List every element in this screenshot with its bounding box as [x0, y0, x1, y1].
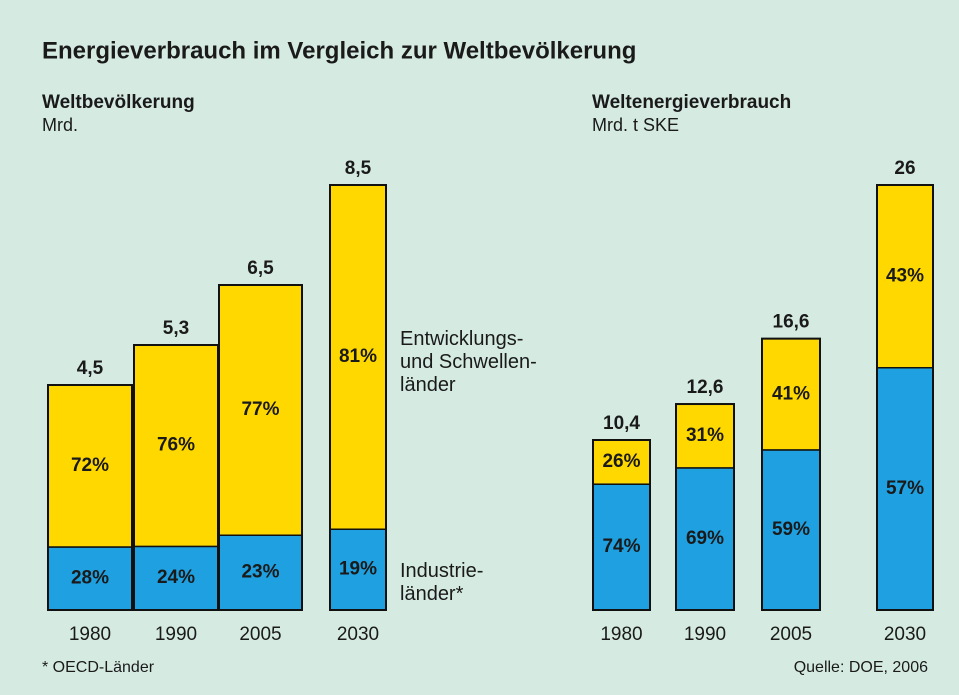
x-tick-label: 1990: [684, 624, 726, 645]
footnote: * OECD-Länder: [42, 659, 155, 676]
segment-label: 26%: [602, 451, 640, 472]
segment-label: 43%: [886, 265, 924, 286]
segment-label: 28%: [71, 568, 109, 589]
segment-label: 81%: [339, 346, 377, 367]
total-label: 5,3: [163, 318, 189, 339]
segment-label: 77%: [241, 399, 279, 420]
x-tick-label: 1980: [600, 624, 642, 645]
bar-segment: [47, 546, 133, 611]
bar-outline: [675, 403, 735, 611]
x-tick-label: 1990: [155, 624, 197, 645]
segment-label: 57%: [886, 478, 924, 499]
bar-segment: [761, 337, 821, 451]
segment-label: 19%: [339, 559, 377, 580]
total-label: 4,5: [77, 358, 104, 379]
chart-title: Energieverbrauch im Vergleich zur Weltbe…: [42, 37, 636, 64]
bar-segment: [133, 344, 219, 548]
segment-label: 69%: [686, 528, 724, 549]
bar-outline: [761, 337, 821, 611]
bar-outline: [876, 184, 934, 611]
y-axis-label: Mrd. t SKE: [592, 115, 679, 135]
total-label: 10,4: [603, 413, 640, 434]
bar-segment: [876, 367, 934, 611]
segment-label: 24%: [157, 567, 195, 588]
bar-outline: [592, 439, 651, 611]
bar-segment: [592, 483, 651, 611]
legend-label: Entwicklungs-und Schwellen-länder: [400, 328, 537, 396]
segment-label: 31%: [686, 425, 724, 446]
x-tick-label: 1980: [69, 624, 111, 645]
bar-outline: [329, 184, 387, 611]
segment-label: 59%: [772, 519, 810, 540]
bar-segment: [592, 439, 651, 485]
bar-outline: [218, 284, 303, 611]
segment-label: 76%: [157, 435, 195, 456]
total-label: 26: [894, 158, 915, 179]
bar-outline: [47, 384, 133, 611]
total-label: 12,6: [687, 377, 724, 398]
legend-label: Industrie-länder*: [400, 560, 483, 605]
chart-subtitle: Weltenergieverbrauch: [592, 92, 791, 113]
y-axis-label: Mrd.: [42, 115, 78, 135]
chart-subtitle: Weltbevölkerung: [42, 92, 195, 113]
x-tick-label: 2030: [337, 624, 379, 645]
x-tick-label: 2005: [239, 624, 281, 645]
segment-label: 74%: [602, 536, 640, 557]
total-label: 6,5: [247, 258, 274, 279]
total-label: 8,5: [345, 158, 372, 179]
segment-label: 41%: [772, 383, 810, 404]
segment-label: 72%: [71, 455, 109, 476]
source: Quelle: DOE, 2006: [794, 659, 928, 676]
total-label: 16,6: [773, 312, 810, 333]
x-tick-label: 2005: [770, 624, 812, 645]
segment-label: 23%: [241, 562, 279, 583]
x-tick-label: 2030: [884, 624, 926, 645]
